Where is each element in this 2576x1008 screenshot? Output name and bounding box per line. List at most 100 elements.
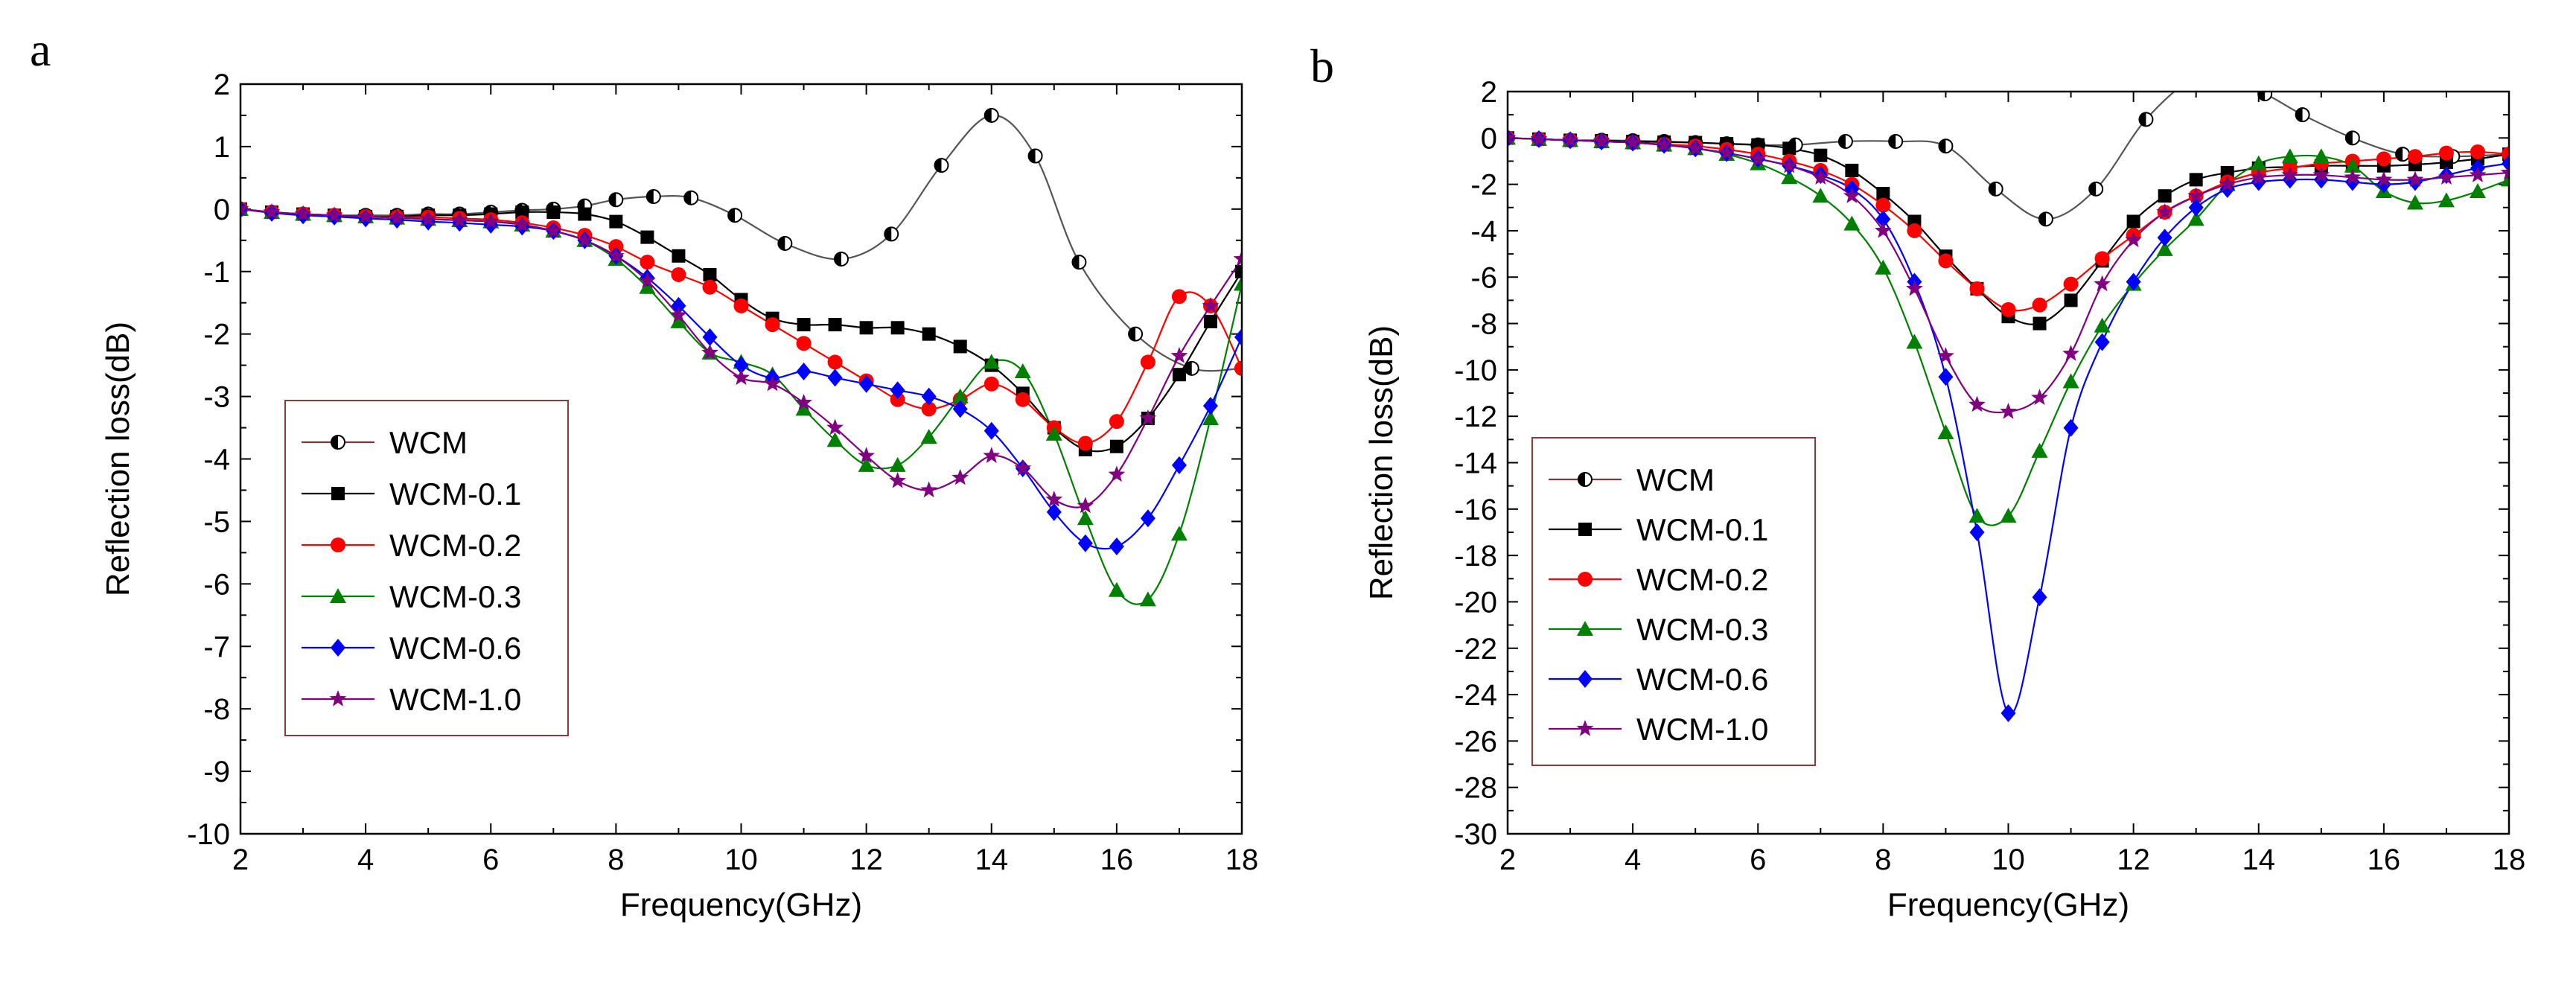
data-point-WCM-1.0 <box>2500 164 2509 180</box>
data-point-WCM-0.1 <box>1203 314 1217 328</box>
legend-label-WCM-1.0: WCM-1.0 <box>1636 712 1768 747</box>
data-point-WCM-0.3 <box>2281 148 2298 164</box>
data-point-WCM-0.3 <box>2094 317 2111 333</box>
x-tick-label: 12 <box>2117 843 2150 876</box>
y-tick-label: -2 <box>1470 169 1497 202</box>
data-point-WCM <box>2257 92 2273 102</box>
x-tick-label: 8 <box>1875 843 1891 876</box>
x-axis-title: Frequency(GHz) <box>620 887 862 923</box>
data-point-WCM-1.0 <box>294 205 312 222</box>
data-point-WCM-0.6 <box>2094 333 2110 351</box>
series-line-WCM <box>240 114 1242 372</box>
legend-label-WCM-1.0: WCM-1.0 <box>389 682 521 717</box>
data-point-WCM-0.3 <box>2406 194 2423 210</box>
x-tick-label: 2 <box>1499 843 1516 876</box>
data-point-WCM <box>727 208 743 223</box>
legend-marker-WCM-0.2 <box>331 538 345 552</box>
chart-panel-b: 2 4 6 8 10 12 14 16 1820-2-4-6-8-10-12-14-16-18-… <box>1363 71 2526 923</box>
data-point-WCM-1.0 <box>1624 133 1642 150</box>
legend-marker-WCM-0.6 <box>331 639 345 657</box>
x-tick-label: 6 <box>1750 843 1766 876</box>
data-point-WCM-1.0 <box>1233 250 1242 267</box>
y-tick-label: -24 <box>1454 679 1497 712</box>
data-point-WCM <box>2138 112 2154 127</box>
data-point-WCM-0.3 <box>1202 409 1219 425</box>
x-tick-label: 10 <box>724 843 758 876</box>
data-point-WCM-0.6 <box>2157 229 2172 247</box>
data-point-WCM-0.6 <box>921 387 937 406</box>
data-point-WCM-0.6 <box>1171 456 1187 474</box>
data-point-WCM-1.0 <box>826 418 844 436</box>
data-point-WCM-0.6 <box>1938 368 1954 386</box>
data-point-WCM-1.0 <box>1937 347 1954 363</box>
y-tick-label: -10 <box>1454 354 1497 387</box>
data-point-WCM-0.2 <box>2376 151 2391 167</box>
data-point-WCM-1.0 <box>1530 130 1548 147</box>
data-point-WCM <box>1888 133 1904 149</box>
data-point-WCM-1.0 <box>1077 497 1094 514</box>
data-point-WCM-0.1 <box>703 267 717 281</box>
data-point-WCM-0.3 <box>670 313 687 328</box>
data-point-WCM-0.3 <box>2031 442 2048 458</box>
data-point-WCM-0.3 <box>2000 508 2017 523</box>
data-point-WCM-0.2 <box>1875 197 1891 213</box>
data-point-WCM-0.6 <box>2063 418 2079 437</box>
data-point-WCM <box>2395 147 2411 162</box>
data-point-WCM-1.0 <box>2187 187 2205 203</box>
legend-label-WCM-0.6: WCM-0.6 <box>389 631 521 666</box>
data-point-WCM-0.3 <box>795 401 812 416</box>
data-point-WCM-1.0 <box>2062 345 2079 361</box>
data-point-WCM-0.3 <box>2438 192 2455 208</box>
y-tick-label: -26 <box>1454 725 1497 758</box>
legend-marker-WCM <box>331 435 345 450</box>
data-point-WCM-0.3 <box>1077 510 1094 526</box>
x-tick-label: 6 <box>482 843 499 876</box>
data-point-WCM-0.1 <box>922 327 936 341</box>
data-point-WCM-0.3 <box>1875 259 1892 275</box>
x-tick-label: 18 <box>2493 843 2526 876</box>
legend-marker-WCM-0.3 <box>1577 621 1593 636</box>
data-point-WCM-0.3 <box>2312 148 2330 164</box>
data-point-WCM-1.0 <box>513 215 531 232</box>
data-point-WCM-0.3 <box>920 429 937 444</box>
y-tick-label: -2 <box>203 319 230 351</box>
data-point-WCM <box>2190 71 2203 84</box>
data-point-WCM-1.0 <box>1968 395 1986 412</box>
y-tick-label: -4 <box>203 444 230 476</box>
data-point-WCM-0.1 <box>859 321 873 335</box>
data-point-WCM-1.0 <box>2219 175 2237 192</box>
y-tick-label: -12 <box>1454 401 1497 433</box>
y-tick-label: -10 <box>187 818 230 851</box>
data-point-WCM-0.6 <box>1234 328 1242 346</box>
y-tick-label: -16 <box>1454 494 1497 526</box>
legend-box <box>284 400 569 736</box>
data-point-WCM-0.2 <box>2032 297 2047 313</box>
data-point-WCM <box>983 107 999 123</box>
data-point-WCM-0.2 <box>702 279 718 295</box>
data-point-WCM-0.2 <box>983 376 999 392</box>
data-point-WCM-1.0 <box>2281 166 2299 182</box>
data-point-WCM-0.3 <box>2187 211 2204 226</box>
data-point-WCM-0.6 <box>1046 503 1062 521</box>
data-point-WCM-0.2 <box>2000 302 2016 317</box>
panel-letter-a: a <box>30 23 51 76</box>
y-tick-label: -18 <box>1454 540 1497 572</box>
data-point-WCM-0.2 <box>890 392 905 407</box>
data-point-WCM-1.0 <box>983 447 1001 463</box>
data-point-WCM-1.0 <box>2156 203 2174 220</box>
x-tick-label: 8 <box>608 843 624 876</box>
data-point-WCM-0.3 <box>826 432 844 447</box>
data-point-WCM-0.3 <box>1045 425 1062 441</box>
data-point-WCM-0.1 <box>609 214 623 229</box>
data-point-WCM-1.0 <box>2000 403 2017 419</box>
data-point-WCM-0.6 <box>1202 397 1218 415</box>
data-point-WCM-1.0 <box>1811 168 1829 185</box>
data-point-WCM-1.0 <box>951 468 969 485</box>
data-point-WCM-0.3 <box>2156 240 2173 256</box>
data-point-WCM-1.0 <box>670 306 687 323</box>
data-point-WCM-1.0 <box>1561 131 1579 148</box>
data-point-WCM-1.0 <box>1593 133 1610 149</box>
data-point-WCM-1.0 <box>2344 168 2362 185</box>
data-point-WCM-0.2 <box>2438 145 2454 161</box>
